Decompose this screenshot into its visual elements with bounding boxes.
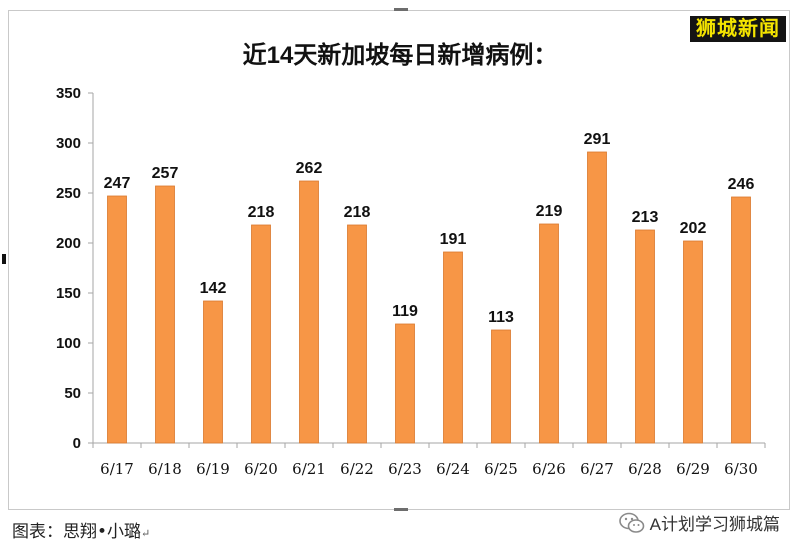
bar-6-27 — [587, 151, 607, 444]
y-tick-label: 200 — [56, 235, 81, 252]
wechat-watermark: A计划学习狮城篇 — [618, 510, 780, 535]
wechat-icon — [618, 512, 644, 533]
x-tick-label: 6/30 — [724, 460, 758, 478]
x-tick-label: 6/21 — [292, 460, 326, 478]
y-tick-label: 350 — [56, 85, 81, 102]
x-tick-label: 6/29 — [676, 460, 710, 478]
data-label: 246 — [728, 176, 755, 193]
x-tick-label: 6/25 — [484, 460, 518, 478]
resize-handle-left[interactable] — [2, 254, 6, 264]
credit-text: 图表：思翔•小璐 — [12, 522, 142, 542]
bar-6-17 — [107, 195, 127, 444]
x-tick-label: 6/22 — [340, 460, 374, 478]
y-tick-label: 300 — [56, 135, 81, 152]
x-tick-label: 6/27 — [580, 460, 614, 478]
chart-title: 近14天新加坡每日新增病例： — [242, 42, 558, 69]
resize-handle-bottom[interactable] — [394, 508, 408, 511]
y-tick-label: 0 — [73, 435, 81, 452]
bar-6-24 — [443, 251, 463, 444]
resize-handle-top[interactable] — [394, 8, 408, 11]
x-tick-label: 6/20 — [244, 460, 278, 478]
x-tick-label: 6/28 — [628, 460, 662, 478]
data-label: 262 — [296, 160, 323, 177]
bar-6-19 — [203, 300, 223, 444]
data-label: 213 — [632, 209, 659, 226]
bar-6-25 — [491, 329, 511, 444]
bar-6-29 — [683, 240, 703, 444]
bar-6-23 — [395, 323, 415, 444]
y-tick-label: 50 — [64, 385, 81, 402]
watermark-text: A计划学习狮城篇 — [649, 515, 780, 534]
x-tick-label: 6/26 — [532, 460, 566, 478]
bar-6-21 — [299, 180, 319, 444]
x-tick-label: 6/23 — [388, 460, 422, 478]
data-label: 142 — [200, 280, 227, 297]
data-label: 291 — [584, 131, 611, 148]
y-tick-label: 150 — [56, 285, 81, 302]
bar-6-28 — [635, 229, 655, 444]
y-tick-label: 100 — [56, 335, 81, 352]
data-label: 202 — [680, 220, 707, 237]
x-tick-label: 6/17 — [100, 460, 134, 478]
bar-6-20 — [251, 224, 271, 444]
return-mark: ↵ — [141, 527, 151, 540]
data-label: 113 — [488, 309, 514, 326]
bar-6-26 — [539, 223, 559, 444]
data-label: 119 — [392, 303, 418, 320]
data-label: 218 — [344, 204, 371, 221]
x-tick-label: 6/18 — [148, 460, 182, 478]
data-label: 191 — [440, 231, 467, 248]
data-label: 218 — [248, 204, 275, 221]
data-label: 257 — [152, 165, 179, 182]
bar-6-22 — [347, 224, 367, 444]
chart-credit: 图表：思翔•小璐↵ — [12, 517, 150, 542]
y-tick-label: 250 — [56, 185, 81, 202]
x-tick-label: 6/24 — [436, 460, 470, 478]
bar-6-18 — [155, 185, 175, 444]
data-label: 247 — [104, 175, 131, 192]
bar-6-30 — [731, 196, 751, 444]
data-label: 219 — [536, 203, 563, 220]
x-tick-label: 6/19 — [196, 460, 230, 478]
brand-logo: 狮城新闻 — [690, 16, 786, 42]
